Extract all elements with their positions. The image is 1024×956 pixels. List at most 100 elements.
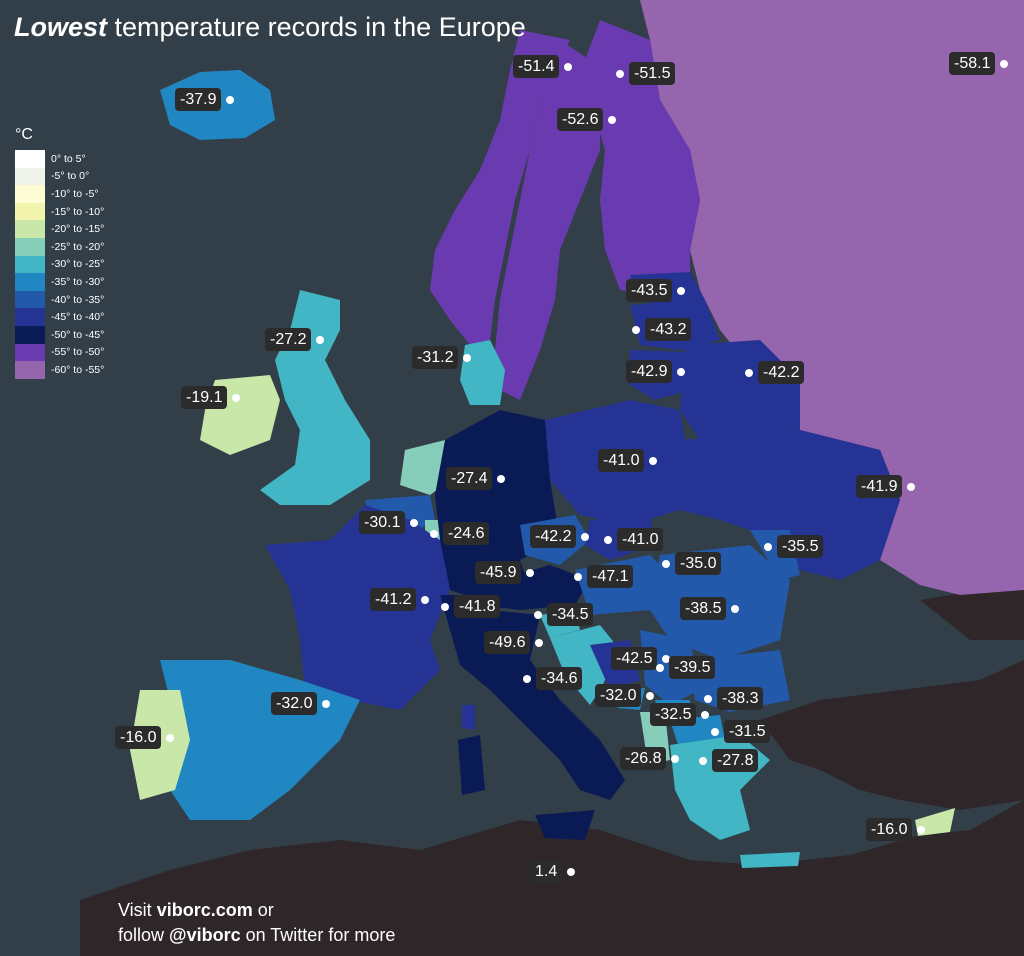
record-marker-austria: -47.1 — [574, 565, 634, 588]
location-dot — [534, 610, 542, 619]
location-dot — [745, 368, 753, 377]
legend-swatch — [15, 185, 45, 203]
record-marker-switzerland: -41.8 — [441, 595, 501, 618]
legend-label: -20° to -15° — [51, 223, 105, 236]
record-marker-hungary: -35.0 — [662, 552, 722, 575]
record-value: -38.3 — [717, 687, 764, 710]
title-rest: temperature records in the Europe — [114, 12, 526, 42]
location-dot — [764, 542, 772, 551]
legend-label: -30° to -25° — [51, 258, 105, 271]
footer-twitter-handle[interactable]: @viborc — [169, 925, 241, 945]
record-marker-sweden: -52.6 — [557, 108, 617, 131]
location-dot — [535, 638, 544, 647]
record-value: -52.6 — [557, 108, 604, 131]
record-marker-greece: -27.8 — [699, 749, 759, 772]
record-marker-poland: -41.0 — [598, 449, 658, 472]
legend-swatch — [15, 255, 45, 274]
record-value: -41.9 — [856, 475, 903, 498]
record-marker-andorra: -32.0 — [271, 692, 331, 715]
legend-item: -35° to -30° — [15, 273, 104, 291]
location-dot — [523, 674, 531, 683]
legend-item: -20° to -15° — [15, 220, 104, 238]
location-dot — [656, 663, 664, 672]
record-value: -32.0 — [595, 684, 642, 707]
legend-swatch — [15, 202, 45, 221]
record-marker-croatia: -34.6 — [523, 667, 583, 690]
record-value: -34.6 — [536, 667, 583, 690]
legend-item: -15° to -10° — [15, 202, 104, 221]
location-dot — [701, 710, 710, 719]
legend-swatch — [15, 325, 45, 344]
legend-swatch — [15, 343, 45, 362]
record-value: -41.8 — [454, 595, 501, 618]
record-marker-serbia: -39.5 — [656, 656, 716, 679]
record-marker-czechia: -42.2 — [530, 525, 590, 548]
record-marker-estonia: -43.5 — [626, 279, 686, 302]
legend-label: -50° to -45° — [51, 328, 105, 341]
land-france — [265, 505, 450, 710]
location-dot — [232, 393, 241, 402]
legend-swatch — [15, 167, 45, 186]
record-marker-belarus: -42.2 — [745, 361, 805, 384]
record-value: -37.9 — [175, 88, 222, 111]
legend-swatch — [15, 150, 45, 168]
legend-swatch — [15, 361, 45, 379]
legend-swatch — [15, 273, 45, 291]
location-dot — [711, 727, 719, 736]
legend-swatch — [15, 220, 45, 238]
location-dot — [322, 699, 331, 708]
record-value: -42.2 — [530, 525, 577, 548]
record-value: -38.5 — [680, 597, 727, 620]
record-value: -58.1 — [949, 52, 996, 75]
record-marker-albania: -26.8 — [620, 747, 680, 770]
land-sicily — [535, 810, 595, 840]
location-dot — [677, 367, 686, 376]
legend-swatch — [15, 237, 45, 256]
land-austria — [480, 565, 590, 610]
footer-site-link[interactable]: viborc.com — [156, 900, 253, 920]
location-dot — [616, 69, 624, 78]
legend-item: -30° to -25° — [15, 255, 105, 274]
record-marker-denmark: -31.2 — [412, 346, 472, 369]
record-marker-bosnia: -42.5 — [611, 647, 671, 670]
record-value: -45.9 — [475, 561, 522, 584]
land-sardinia — [458, 735, 485, 795]
footer-line-1: Visit viborc.com or — [118, 898, 395, 923]
record-value: -47.1 — [587, 565, 634, 588]
record-marker-kosovo: -32.5 — [650, 703, 710, 726]
legend-item: -45° to -40° — [15, 308, 104, 326]
location-dot — [917, 825, 926, 834]
location-dot — [564, 62, 573, 71]
record-marker-bulgaria: -38.3 — [704, 687, 764, 710]
land-italy — [450, 610, 625, 800]
location-dot — [632, 325, 640, 334]
location-dot — [430, 529, 438, 538]
land-crete — [740, 852, 800, 868]
record-marker-italy: -49.6 — [484, 631, 544, 654]
record-value: -27.8 — [712, 749, 759, 772]
legend-item: -50° to -45° — [15, 325, 105, 344]
location-dot — [608, 115, 617, 124]
location-dot — [907, 482, 916, 491]
legend-label: 0° to 5° — [51, 152, 86, 165]
record-value: -24.6 — [443, 522, 490, 545]
record-marker-ukraine: -41.9 — [856, 475, 916, 498]
record-value: -43.5 — [626, 279, 673, 302]
legend-rows: 0° to 5° -5° to 0° -10° to -5° -15° to -10°… — [15, 150, 104, 379]
record-value: -41.0 — [617, 528, 664, 551]
record-marker-north-macedonia: -31.5 — [711, 720, 771, 743]
location-dot — [646, 691, 655, 700]
record-marker-ireland: -19.1 — [181, 386, 241, 409]
legend: °C 0° to 5° -5° to 0° -10° to -5° -15° to -… — [15, 126, 104, 379]
record-marker-finland: -51.5 — [616, 62, 676, 85]
record-value: -51.4 — [513, 55, 560, 78]
legend-item: -55° to -50° — [15, 343, 104, 362]
location-dot — [731, 604, 740, 613]
legend-swatch — [15, 290, 45, 309]
location-dot — [526, 568, 535, 577]
record-marker-slovenia: -34.5 — [534, 603, 594, 626]
record-marker-france: -41.2 — [370, 588, 430, 611]
record-value: -27.4 — [446, 467, 493, 490]
location-dot — [662, 559, 670, 568]
land-finland — [585, 20, 700, 295]
